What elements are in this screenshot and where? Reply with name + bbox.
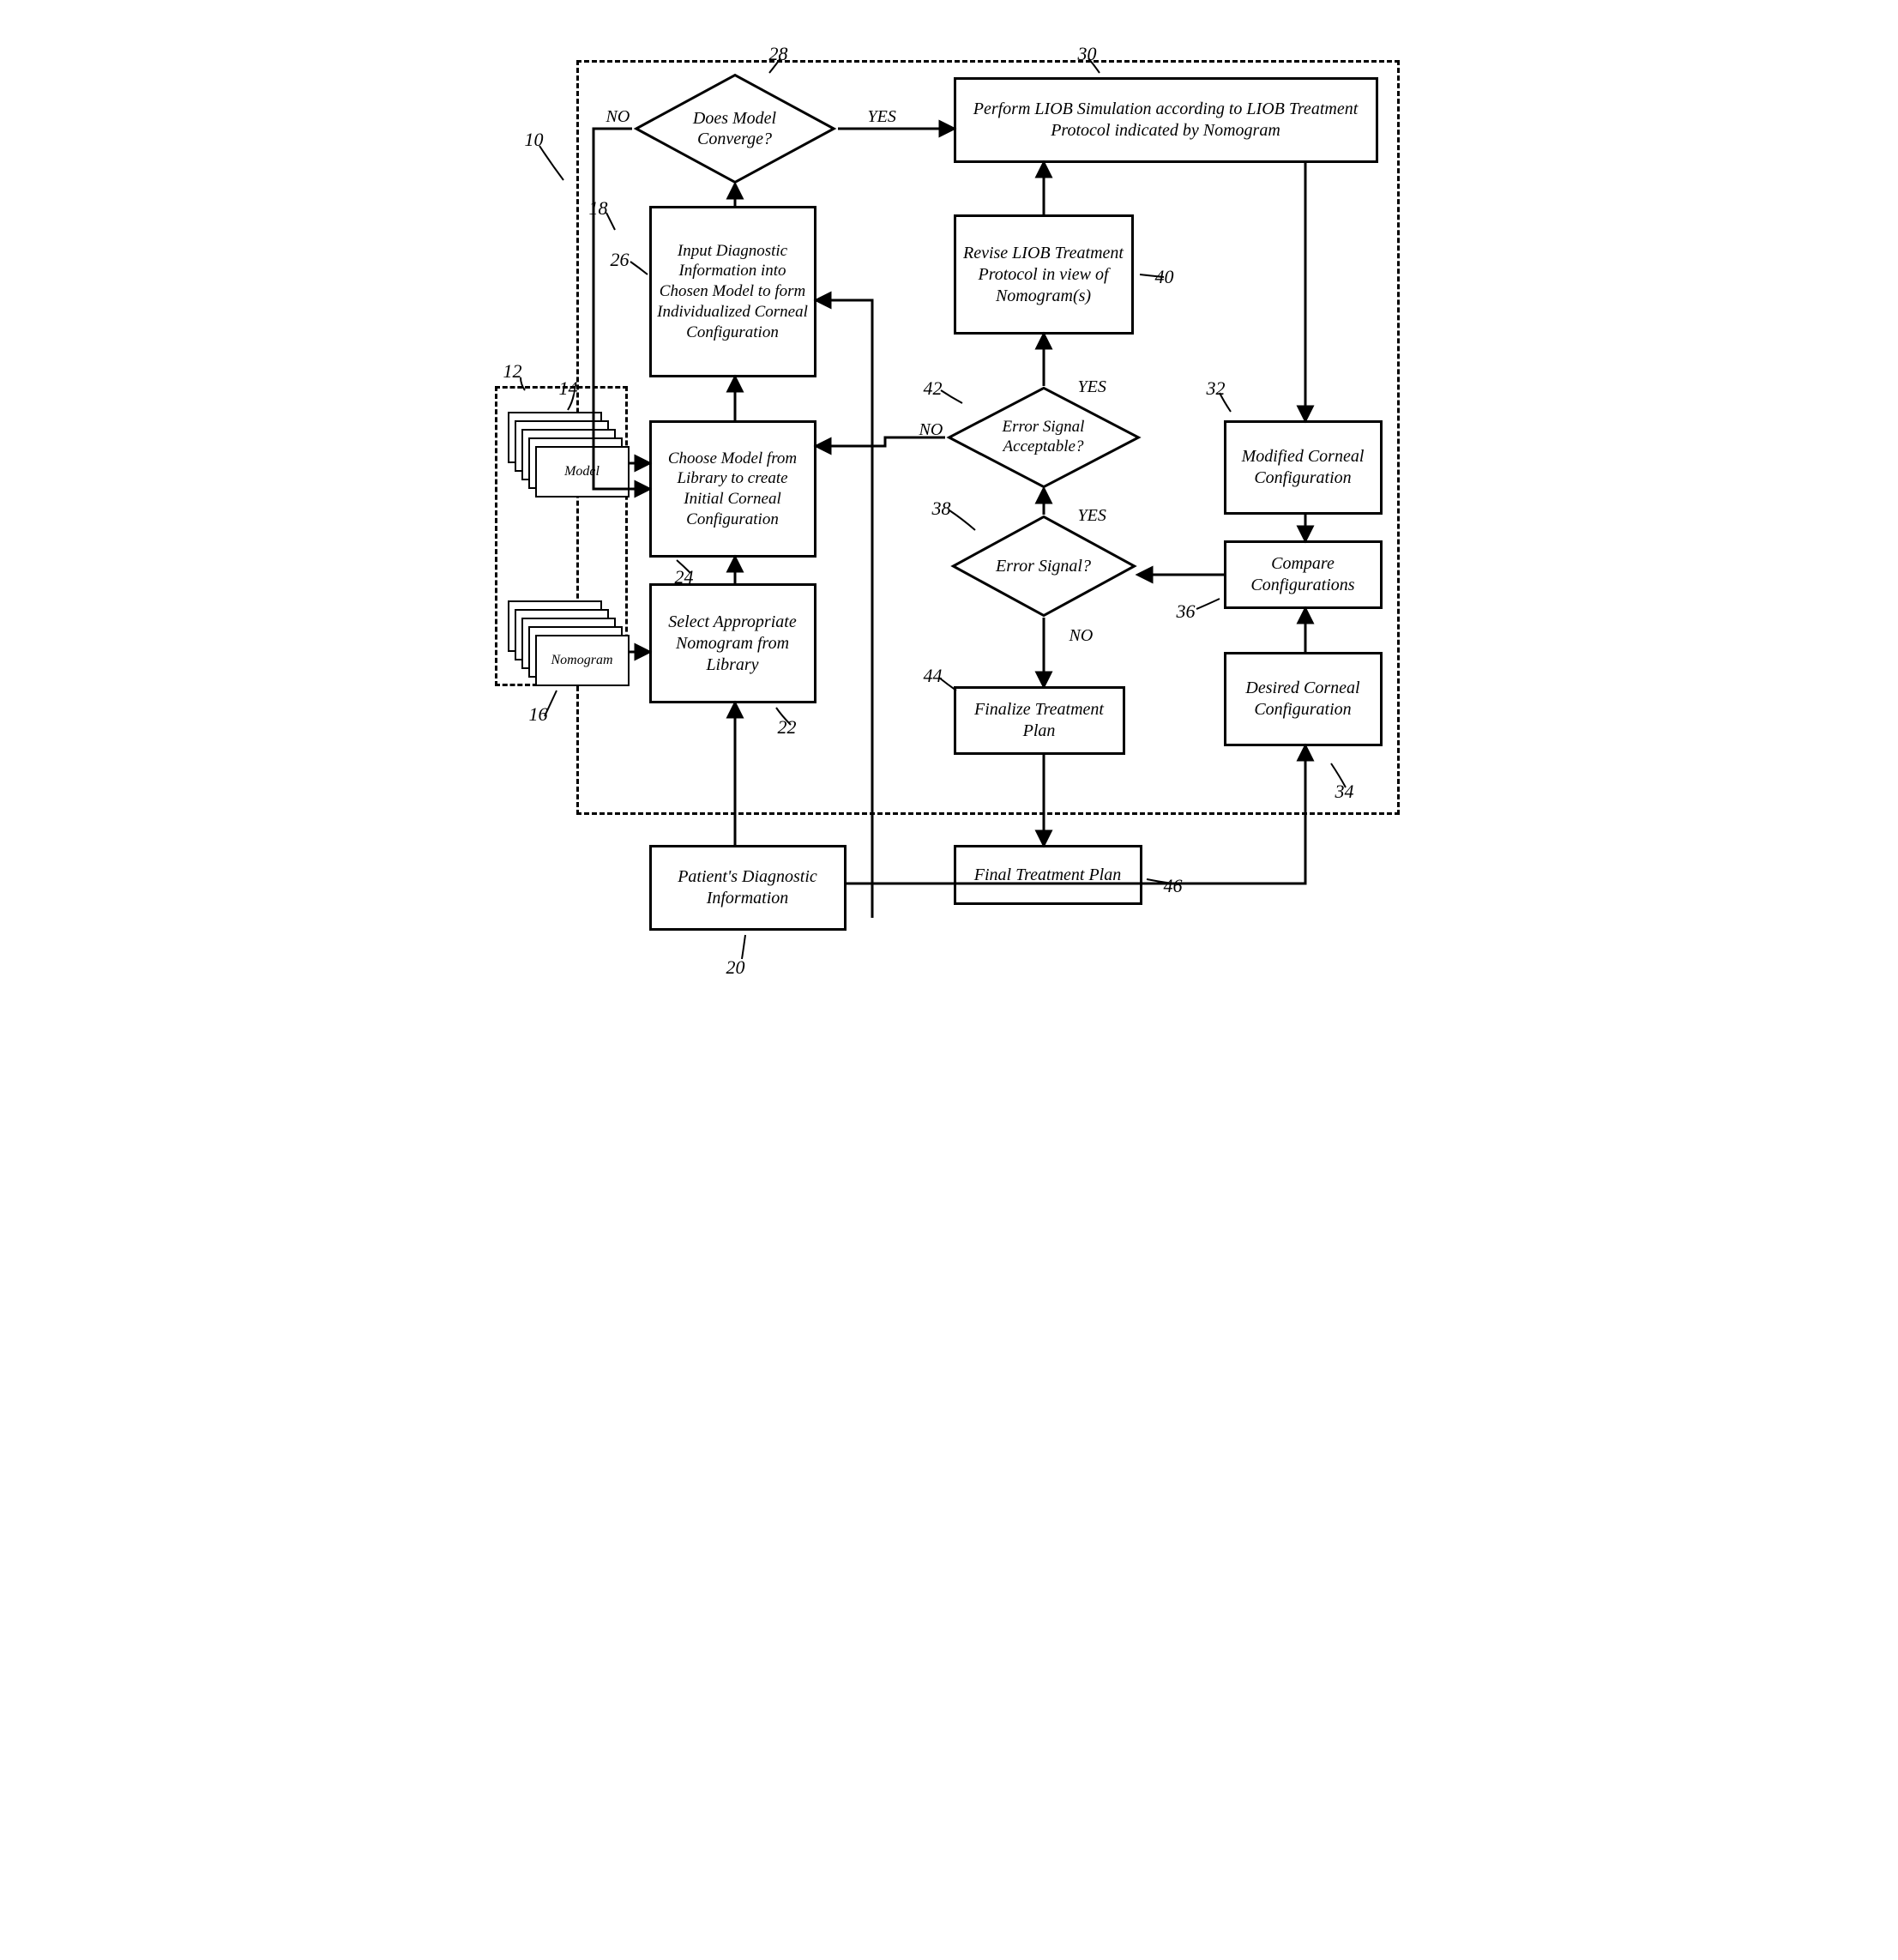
ref-36: 36 bbox=[1177, 600, 1196, 623]
ref-24: 24 bbox=[675, 566, 694, 588]
box-modified-config: Modified Corneal Configuration bbox=[1224, 420, 1383, 515]
ref-28: 28 bbox=[769, 43, 788, 65]
box-b26-text: Input Diagnostic Information into Chosen… bbox=[657, 241, 809, 343]
box-compare-config: Compare Configurations bbox=[1224, 540, 1383, 609]
ref-12: 12 bbox=[503, 360, 522, 383]
diamond-error-signal: Error Signal? bbox=[949, 515, 1138, 618]
ref-42: 42 bbox=[924, 377, 943, 400]
ref-32: 32 bbox=[1207, 377, 1226, 400]
ref-46: 46 bbox=[1164, 875, 1183, 897]
label-no-42: NO bbox=[919, 420, 943, 440]
ref-14: 14 bbox=[559, 377, 578, 400]
box-revise-liob: Revise LIOB Treatment Protocol in view o… bbox=[954, 214, 1134, 335]
box-b22-text: Select Appropriate Nomogram from Library bbox=[657, 612, 809, 676]
ref-26: 26 bbox=[611, 249, 630, 271]
ref-18: 18 bbox=[589, 197, 608, 220]
d42-text: Error Signal Acceptable? bbox=[982, 418, 1105, 457]
label-yes-42: YES bbox=[1078, 377, 1106, 397]
ref-16: 16 bbox=[529, 703, 548, 726]
box-input-diagnostic: Input Diagnostic Information into Chosen… bbox=[649, 206, 816, 377]
box-b32-text: Modified Corneal Configuration bbox=[1232, 446, 1375, 489]
box-b24-text: Choose Model from Library to create Init… bbox=[657, 449, 809, 530]
diamond-error-acceptable: Error Signal Acceptable? bbox=[945, 386, 1142, 489]
model-card-label: Model bbox=[535, 446, 630, 498]
d38-text: Error Signal? bbox=[996, 556, 1091, 576]
box-patient-info: Patient's Diagnostic Information bbox=[649, 845, 847, 931]
box-b44-text: Finalize Treatment Plan bbox=[961, 699, 1118, 742]
box-b36-text: Compare Configurations bbox=[1232, 553, 1375, 596]
label-yes-38: YES bbox=[1078, 506, 1106, 526]
ref-10: 10 bbox=[525, 129, 544, 151]
ref-44: 44 bbox=[924, 665, 943, 687]
label-no-38: NO bbox=[1070, 626, 1094, 646]
label-yes-top: YES bbox=[868, 107, 896, 127]
box-b34-text: Desired Corneal Configuration bbox=[1232, 678, 1375, 721]
ref-22: 22 bbox=[778, 716, 797, 739]
ref-38: 38 bbox=[932, 498, 951, 520]
nomogram-card-label: Nomogram bbox=[535, 635, 630, 686]
label-no-left: NO bbox=[606, 107, 630, 127]
ref-34: 34 bbox=[1335, 781, 1354, 803]
diamond-converge: Does Model Converge? bbox=[632, 73, 838, 184]
box-perform-liob: Perform LIOB Simulation according to LIO… bbox=[954, 77, 1378, 163]
d28-text: Does Model Converge? bbox=[671, 108, 798, 149]
box-b20-text: Patient's Diagnostic Information bbox=[657, 866, 839, 909]
box-b46-text: Final Treatment Plan bbox=[974, 865, 1121, 886]
box-select-nomogram: Select Appropriate Nomogram from Library bbox=[649, 583, 816, 703]
ref-40: 40 bbox=[1155, 266, 1174, 288]
ref-30: 30 bbox=[1078, 43, 1097, 65]
box-b30-text: Perform LIOB Simulation according to LIO… bbox=[961, 99, 1371, 142]
box-final-plan: Final Treatment Plan bbox=[954, 845, 1142, 905]
box-choose-model: Choose Model from Library to create Init… bbox=[649, 420, 816, 558]
box-b40-text: Revise LIOB Treatment Protocol in view o… bbox=[961, 243, 1126, 307]
box-desired-config: Desired Corneal Configuration bbox=[1224, 652, 1383, 746]
box-finalize-plan: Finalize Treatment Plan bbox=[954, 686, 1125, 755]
ref-20: 20 bbox=[726, 956, 745, 979]
